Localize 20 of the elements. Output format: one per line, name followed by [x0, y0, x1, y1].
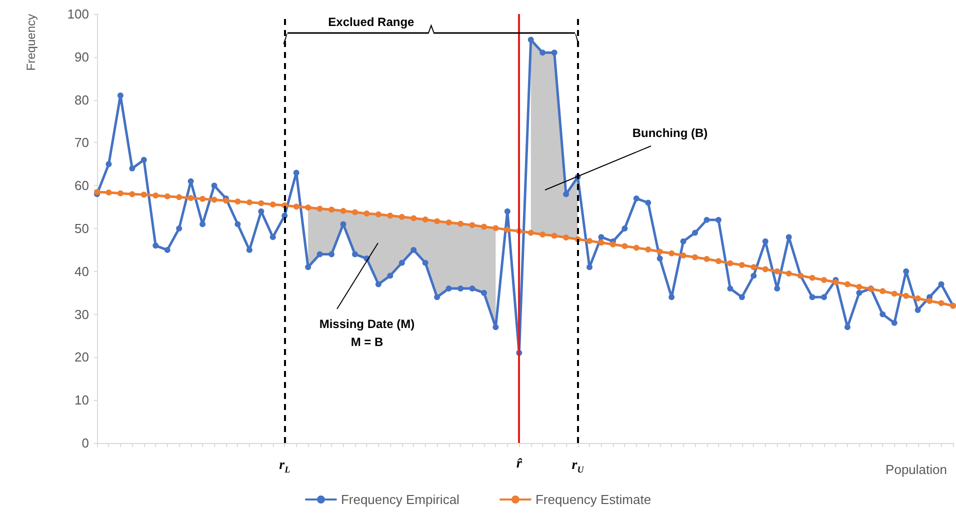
y-tick-label: 0 [82, 436, 89, 450]
y-tick-label: 40 [74, 264, 89, 279]
y-tick-label: 100 [67, 6, 89, 22]
y-axis-title: Frequency [24, 14, 38, 71]
y-tick-label: 50 [74, 221, 89, 236]
legend-label: Frequency Estimate [535, 492, 652, 507]
annotation: Bunching (B) [632, 126, 708, 140]
y-tick-label: 20 [74, 350, 89, 365]
y-tick-label: 60 [74, 178, 89, 194]
annotation: M = B [350, 335, 384, 349]
annotation: Exclued Range [328, 15, 415, 29]
y-tick-label: 70 [74, 135, 89, 150]
y-tick-label: 90 [74, 49, 89, 64]
y-tick-label: 10 [74, 392, 89, 408]
annotation: Missing Date (M) [319, 317, 415, 331]
legend-label: Frequency Empirical [340, 492, 460, 507]
y-tick-label: 30 [74, 306, 89, 322]
x-tick-label: r̂ [516, 456, 523, 472]
x-axis-title: Population [886, 462, 947, 477]
y-tick-label: 80 [74, 92, 89, 108]
